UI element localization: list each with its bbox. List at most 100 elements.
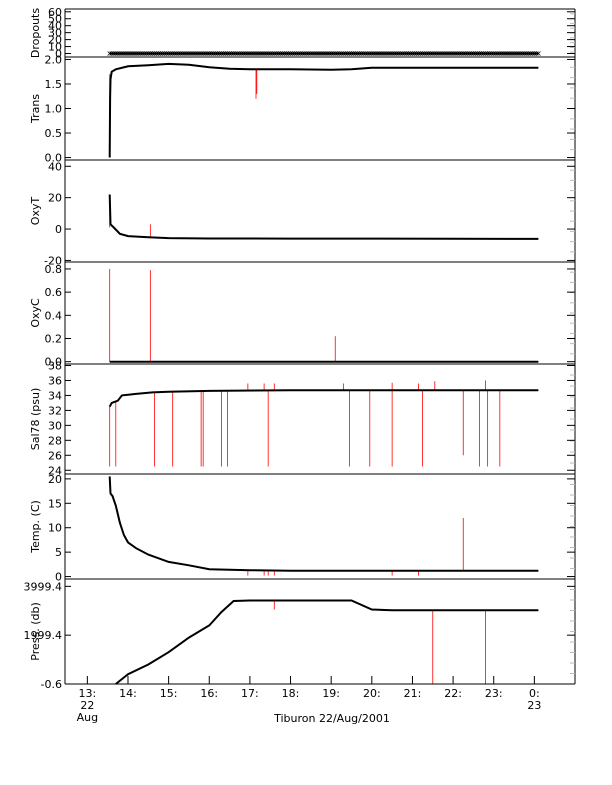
y-tick-label: 30 <box>48 419 62 432</box>
dropout-marker <box>312 51 318 56</box>
dropout-marker <box>284 51 289 56</box>
dropout-marker <box>375 51 381 56</box>
dropout-marker <box>111 51 117 56</box>
dropout-marker <box>231 51 236 56</box>
dropout-marker <box>475 51 480 56</box>
dropout-marker <box>288 51 293 56</box>
dropout-marker <box>109 51 115 56</box>
dropout-marker <box>219 51 224 56</box>
dropout-marker <box>424 51 429 56</box>
dropout-marker <box>509 51 515 56</box>
dropout-marker <box>525 51 531 56</box>
dropout-marker <box>176 51 182 56</box>
dropout-marker <box>334 51 340 56</box>
dropout-marker <box>499 51 505 56</box>
dropout-marker <box>160 51 165 56</box>
y-tick-label: 28 <box>48 434 62 447</box>
dropout-marker <box>422 51 427 56</box>
dropout-marker <box>404 51 409 56</box>
dropout-marker <box>383 51 389 56</box>
y-tick-label: 5 <box>55 546 62 559</box>
x-tick-label: 21: <box>404 687 422 700</box>
dropout-marker <box>345 51 350 56</box>
dropout-marker <box>152 51 157 56</box>
dropout-marker <box>129 51 135 56</box>
dropout-marker <box>306 51 312 56</box>
dropout-marker <box>133 51 139 56</box>
y-tick-label: 40 <box>48 160 62 173</box>
dropout-marker <box>125 51 131 56</box>
dropout-marker <box>249 51 255 56</box>
dropout-marker <box>178 51 184 56</box>
dropout-marker <box>513 51 519 56</box>
dropout-marker <box>164 51 169 56</box>
dropout-marker <box>385 51 391 56</box>
dropout-marker <box>371 51 377 56</box>
dropout-marker <box>501 51 507 56</box>
dropout-marker <box>261 51 267 56</box>
dropout-marker <box>137 51 143 56</box>
dropout-marker <box>479 51 484 56</box>
dropout-marker <box>267 51 273 56</box>
dropout-marker <box>192 51 198 56</box>
y-tick-label: 0.2 <box>45 333 63 346</box>
dropout-marker <box>148 51 153 56</box>
dropout-marker <box>213 51 218 56</box>
dropout-marker <box>363 51 368 56</box>
dropout-marker <box>168 51 173 56</box>
dropout-marker <box>534 51 539 56</box>
dropout-marker <box>286 51 291 56</box>
dropout-marker <box>272 51 277 56</box>
dropout-marker <box>351 51 356 56</box>
dropout-marker <box>339 51 344 56</box>
dropout-marker <box>379 51 385 56</box>
dropout-marker <box>483 51 488 56</box>
x-tick-label: 20: <box>363 687 381 700</box>
dropout-marker <box>170 51 175 56</box>
y-tick-label: 34 <box>48 389 62 402</box>
x-tick-sublabel-2: Aug <box>77 711 98 724</box>
dropout-marker <box>491 51 497 56</box>
dropout-marker <box>428 51 434 56</box>
dropout-marker <box>353 51 358 56</box>
dropout-marker <box>308 51 314 56</box>
dropout-marker <box>436 51 442 56</box>
dropout-marker <box>402 51 407 56</box>
dropout-marker <box>253 51 259 56</box>
y-tick-label: 10 <box>48 41 62 54</box>
dropout-marker <box>493 51 499 56</box>
dropout-marker <box>458 51 464 56</box>
dropout-marker <box>393 51 399 56</box>
dropout-marker <box>154 51 159 56</box>
y-tick-label: 0.6 <box>45 286 63 299</box>
dropout-marker <box>446 51 452 56</box>
y-tick-label: 50 <box>48 13 62 26</box>
dropout-marker <box>471 51 476 56</box>
dropout-marker <box>123 51 129 56</box>
dropout-marker <box>322 51 328 56</box>
y-tick-label: 20 <box>48 192 62 205</box>
dropout-marker <box>361 51 366 56</box>
dropout-marker <box>202 51 208 56</box>
y-tick-label: 32 <box>48 404 62 417</box>
dropout-marker <box>487 51 492 56</box>
dropout-marker <box>247 51 253 56</box>
y-axis-label: OxyC <box>29 298 42 328</box>
dropout-marker <box>209 51 214 56</box>
y-tick-label: 0 <box>55 223 62 236</box>
dropout-marker <box>229 51 234 56</box>
chart-caption: Tiburon 22/Aug/2001 <box>273 712 390 725</box>
dropout-marker <box>237 51 243 56</box>
dropout-marker <box>330 51 336 56</box>
dropout-marker <box>186 51 192 56</box>
dropout-marker <box>198 51 204 56</box>
dropout-marker <box>536 51 541 56</box>
dropout-marker <box>349 51 354 56</box>
dropout-marker <box>296 51 301 56</box>
dropout-marker <box>282 51 287 56</box>
dropout-marker <box>115 51 121 56</box>
dropout-marker <box>162 51 167 56</box>
y-axis-label: Temp. (C) <box>29 500 42 554</box>
dropout-marker <box>241 51 247 56</box>
dropout-marker <box>408 51 413 56</box>
